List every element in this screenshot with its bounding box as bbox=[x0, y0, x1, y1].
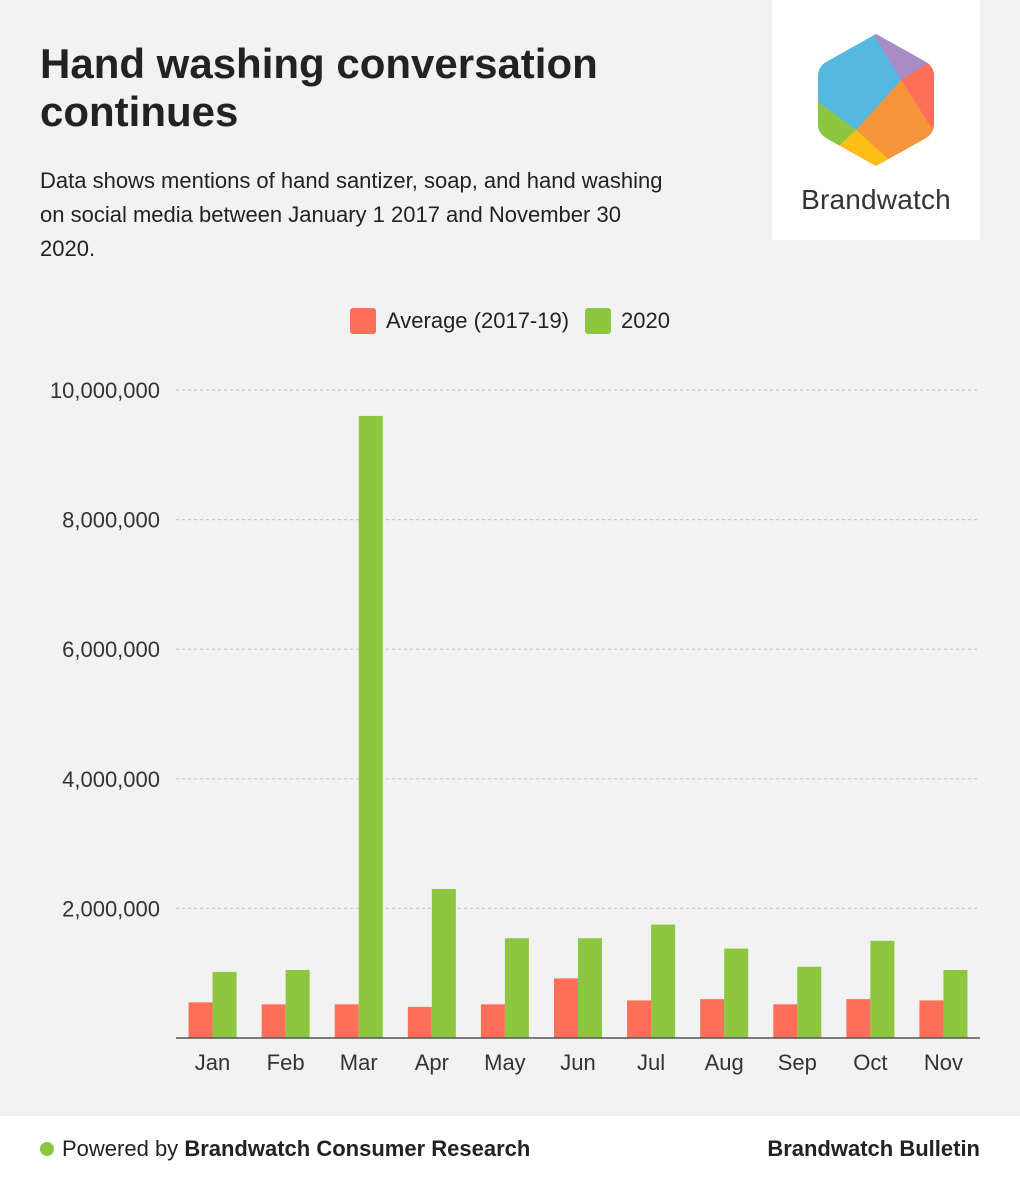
brand-logo-name: Brandwatch bbox=[801, 184, 951, 215]
legend-label-2020: 2020 bbox=[621, 308, 670, 333]
footer-powered-by: Powered by Brandwatch Consumer Research bbox=[40, 1136, 530, 1162]
footer-powered-brand: Brandwatch Consumer Research bbox=[184, 1136, 531, 1161]
x-tick-label: Aug bbox=[705, 1050, 744, 1075]
bar-average-oct bbox=[846, 999, 871, 1038]
bar-2020-jul bbox=[651, 924, 676, 1038]
y-tick-label: 10,000,000 bbox=[50, 378, 160, 403]
bar-average-feb bbox=[261, 1004, 286, 1038]
chart-title: Hand washing conversation continues bbox=[40, 40, 598, 135]
footer: Powered by Brandwatch Consumer Research … bbox=[0, 1116, 1020, 1200]
bar-2020-jan bbox=[212, 971, 237, 1038]
bar-average-jun bbox=[554, 978, 578, 1038]
footer-publication: Brandwatch Bulletin bbox=[767, 1136, 980, 1161]
bar-2020-aug bbox=[724, 948, 749, 1038]
bar-2020-nov bbox=[943, 969, 968, 1038]
bar-2020-apr bbox=[431, 888, 456, 1038]
bar-average-jan bbox=[188, 1002, 213, 1038]
bar-2020-may bbox=[504, 938, 529, 1038]
chart-subtitle: Data shows mentions of hand santizer, so… bbox=[40, 168, 663, 261]
brand-logo-card: Brandwatch bbox=[772, 0, 980, 240]
bar-average-sep bbox=[773, 1004, 798, 1038]
x-tick-label: Oct bbox=[853, 1050, 887, 1075]
x-tick-label: Sep bbox=[778, 1050, 817, 1075]
bar-2020-jun bbox=[578, 938, 602, 1038]
legend-item-average: Average (2017-19) bbox=[350, 308, 569, 334]
y-tick-label: 2,000,000 bbox=[62, 896, 160, 921]
x-tick-label: Nov bbox=[924, 1050, 963, 1075]
bar-2020-oct bbox=[870, 940, 895, 1038]
legend-swatch-2020 bbox=[585, 308, 612, 334]
x-tick-label: Mar bbox=[340, 1050, 378, 1075]
legend-item-2020: 2020 bbox=[585, 308, 670, 334]
bar-2020-feb bbox=[285, 969, 310, 1038]
bar-average-nov bbox=[919, 1000, 944, 1038]
bar-2020-sep bbox=[797, 966, 822, 1038]
x-tick-label: Apr bbox=[415, 1050, 449, 1075]
legend-swatch-average bbox=[350, 308, 376, 334]
green-dot-icon bbox=[40, 1142, 54, 1156]
bar-average-aug bbox=[700, 999, 725, 1038]
bar-average-apr bbox=[407, 1006, 432, 1038]
bar-chart: 2,000,000 4,000,000 6,000,000 8,000,000 10,0… bbox=[50, 378, 980, 1075]
x-tick-label: Jan bbox=[195, 1050, 230, 1075]
y-tick-label: 4,000,000 bbox=[62, 767, 160, 792]
y-tick-label: 8,000,000 bbox=[62, 508, 160, 533]
chart-legend: Average (2017-19) 2020 bbox=[0, 308, 1020, 334]
y-tick-label: 6,000,000 bbox=[62, 637, 160, 662]
footer-powered-prefix: Powered by bbox=[62, 1136, 179, 1161]
legend-label-average: Average (2017-19) bbox=[386, 308, 570, 333]
x-tick-label: Feb bbox=[267, 1050, 305, 1075]
x-tick-label: Jul bbox=[637, 1050, 665, 1075]
x-tick-label: May bbox=[484, 1050, 526, 1075]
brandwatch-hexagon-logo-icon bbox=[818, 34, 934, 166]
bar-average-jul bbox=[627, 1000, 652, 1038]
bar-average-mar bbox=[334, 1004, 359, 1038]
bar-average-may bbox=[480, 1004, 505, 1038]
x-tick-label: Jun bbox=[560, 1050, 595, 1075]
bar-2020-mar bbox=[358, 415, 383, 1038]
